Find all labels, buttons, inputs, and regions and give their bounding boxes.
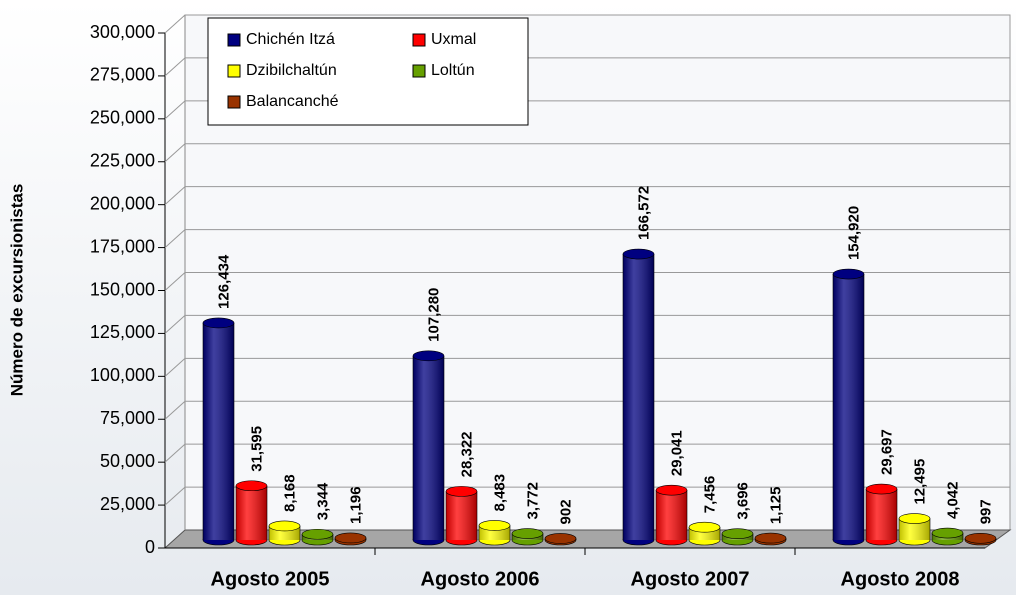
legend-swatch <box>227 33 241 47</box>
grid-line <box>164 443 186 463</box>
bar-shade <box>446 491 477 540</box>
bar-top <box>865 483 898 495</box>
value-label: 154,920 <box>845 206 862 260</box>
value-label: 166,572 <box>635 186 652 240</box>
grid-line <box>164 315 186 334</box>
value-label: 3,772 <box>524 482 541 520</box>
value-label: 7,456 <box>701 476 718 514</box>
value-label: 31,595 <box>248 426 265 472</box>
x-tick-label: Agosto 2008 <box>841 568 960 590</box>
legend-swatch <box>412 64 426 78</box>
legend-label: Chichén Itzá <box>246 31 335 48</box>
y-tick-label: 175,000 <box>90 236 155 256</box>
grid-line <box>164 229 186 248</box>
grid-line <box>164 272 186 291</box>
value-label: 29,697 <box>878 429 895 475</box>
y-tick-label: 25,000 <box>100 494 155 514</box>
legend-label: Balancanché <box>246 93 339 110</box>
y-tick-label: 100,000 <box>90 365 155 385</box>
y-tick-label: 75,000 <box>100 408 155 428</box>
value-label: 28,322 <box>458 431 475 477</box>
bar-shade <box>656 490 687 540</box>
value-label: 8,483 <box>491 474 508 512</box>
value-label: 1,196 <box>347 486 364 524</box>
bar-shade <box>203 322 234 540</box>
legend <box>207 17 529 126</box>
y-tick-label: 275,000 <box>90 65 155 85</box>
bar-top <box>721 528 754 539</box>
y-tick-label: 200,000 <box>90 193 155 213</box>
grid-line <box>164 57 186 77</box>
y-tick-label: 300,000 <box>90 22 155 42</box>
y-tick-label: 150,000 <box>90 279 155 299</box>
bar-top <box>622 248 655 260</box>
grid-line <box>164 357 186 377</box>
legend-swatch <box>412 33 426 47</box>
value-label: 1,125 <box>767 487 784 525</box>
bar-top <box>334 532 367 544</box>
grid-line <box>164 14 186 34</box>
y-tick-label: 50,000 <box>100 451 155 471</box>
grid-line <box>164 186 186 206</box>
bar-top <box>832 268 865 280</box>
value-label: 3,344 <box>314 482 331 520</box>
y-tick-label: 0 <box>145 537 155 557</box>
value-label: 902 <box>557 499 574 524</box>
y-tick-label: 225,000 <box>90 151 155 171</box>
grid-line <box>164 143 186 163</box>
bar-top <box>898 513 931 524</box>
value-label: 12,495 <box>911 459 928 505</box>
bar-top <box>754 532 787 544</box>
grid-line <box>164 486 186 506</box>
bar-top <box>478 520 511 531</box>
grid-line <box>164 400 186 420</box>
value-label: 8,168 <box>281 474 298 512</box>
bar-top <box>268 520 301 532</box>
x-tick-label: Agosto 2006 <box>421 568 540 590</box>
bar-top <box>235 480 268 492</box>
bar-top <box>544 533 577 544</box>
value-label: 3,696 <box>734 482 751 520</box>
x-tick-label: Agosto 2007 <box>631 568 750 590</box>
bar-top <box>412 350 445 362</box>
bar-shade <box>833 274 864 540</box>
legend-swatch <box>227 64 241 78</box>
bar-top <box>511 528 544 539</box>
bar-top <box>202 317 235 329</box>
value-label: 29,041 <box>668 430 685 476</box>
y-axis-title: Número de excursionistas <box>7 184 26 397</box>
bar-shade <box>413 355 444 540</box>
value-label: 4,042 <box>944 482 961 520</box>
bar-top <box>301 528 334 540</box>
value-label: 107,280 <box>425 288 442 342</box>
value-label: 126,434 <box>215 254 232 309</box>
bar-top <box>655 484 688 496</box>
legend-label: Loltún <box>431 62 475 79</box>
x-tick-label: Agosto 2005 <box>211 568 330 590</box>
bar-shade <box>899 518 930 540</box>
bar-shade <box>236 485 267 540</box>
y-tick-label: 250,000 <box>90 108 155 128</box>
grid-line <box>164 100 186 120</box>
bar-top <box>445 486 478 497</box>
bar-top <box>688 521 721 533</box>
bar-shade <box>866 489 897 540</box>
legend-swatch <box>227 95 241 109</box>
legend-label: Dzibilchaltún <box>246 62 337 79</box>
bar-top <box>964 532 997 544</box>
bar-shade <box>623 254 654 541</box>
legend-label: Uxmal <box>431 31 476 48</box>
value-label: 997 <box>977 499 994 524</box>
y-tick-label: 125,000 <box>90 322 155 342</box>
bar-top <box>931 527 964 539</box>
